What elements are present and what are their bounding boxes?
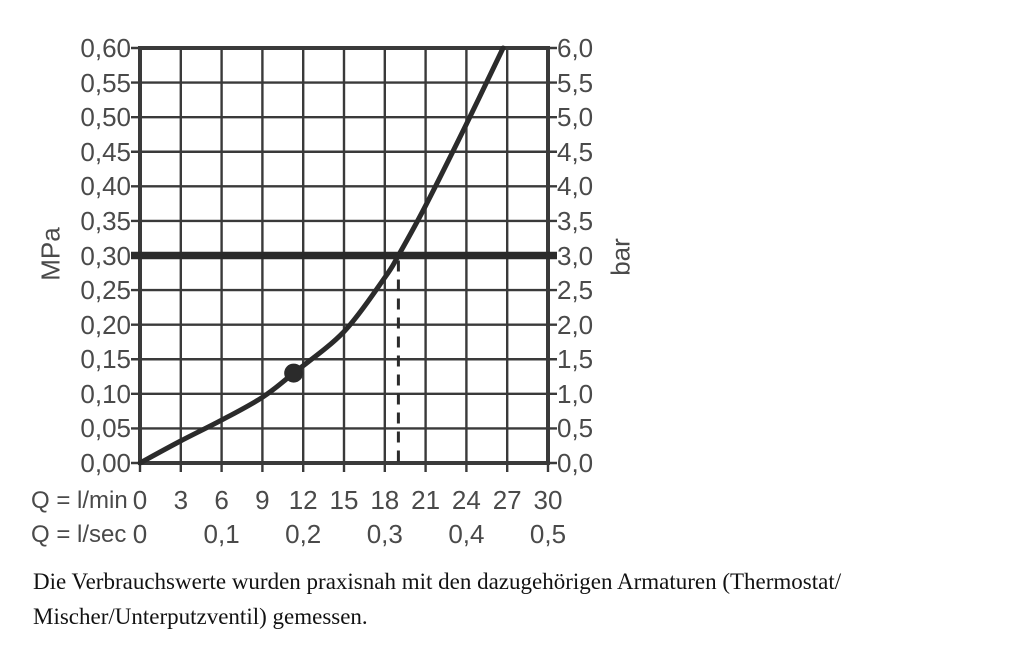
right-axis-unit-label: bar	[605, 238, 636, 276]
x-tick-label-lmin: 15	[329, 485, 359, 515]
x-tick-label-lmin: 0	[132, 485, 148, 515]
x-tick-label-lmin: 18	[370, 485, 400, 515]
y-tick-label-mpa: 0,35	[80, 205, 131, 236]
y-tick-label-bar: 6,0	[557, 33, 594, 63]
y-tick-label-mpa: 0,55	[80, 67, 131, 98]
y-tick-label-bar: 4,0	[557, 171, 594, 202]
y-tick-label-mpa: 0,40	[80, 171, 131, 202]
y-tick-label-bar: 2,5	[557, 275, 594, 306]
x-tick-label-lmin: 30	[533, 485, 563, 515]
operating-point-marker	[284, 363, 304, 383]
y-tick-label-bar: 4,5	[557, 136, 594, 167]
x-tick-label-lsec: 0,3	[366, 519, 403, 549]
x-tick-label-lmin: 3	[173, 485, 189, 515]
x-tick-label-lmin: 9	[255, 485, 270, 515]
x-tick-label-lsec: 0,1	[203, 519, 240, 549]
x-tick-label-lmin: 24	[451, 485, 481, 515]
x-tick-label-lmin: 27	[492, 485, 522, 515]
x-tick-label-lmin: 6	[214, 485, 229, 515]
y-tick-label-mpa: 0,30	[80, 240, 131, 271]
left-axis-unit-label: MPa	[35, 227, 66, 281]
y-tick-label-bar: 3,0	[557, 240, 594, 271]
y-tick-label-mpa: 0,45	[80, 136, 131, 167]
y-tick-label-mpa: 0,20	[80, 309, 131, 340]
y-tick-label-bar: 2,0	[557, 309, 594, 340]
x-tick-label-lmin: 21	[411, 485, 441, 515]
caption-line-1: Die Verbrauchswerte wurden praxisnah mit…	[33, 569, 842, 594]
y-tick-label-mpa: 0,50	[80, 102, 131, 133]
caption: Die Verbrauchswerte wurden praxisnah mit…	[33, 564, 993, 634]
y-tick-label-bar: 0,5	[557, 413, 594, 444]
x-tick-label-lsec: 0	[132, 519, 148, 549]
caption-line-2: Mischer/Unterputzventil) gemessen.	[33, 604, 368, 629]
y-tick-label-bar: 0,0	[557, 448, 594, 478]
y-tick-label-mpa: 0,25	[80, 275, 131, 306]
x-tick-label-lmin: 12	[288, 485, 318, 515]
x-tick-label-lsec: 0,5	[529, 519, 567, 549]
pressure-curve	[137, 45, 506, 466]
y-tick-label-mpa: 0,15	[80, 344, 131, 375]
y-tick-label-bar: 3,5	[557, 205, 594, 236]
x-tick-label-lsec: 0,4	[448, 519, 485, 549]
x-axis-primary-label: Q = l/min	[31, 487, 128, 514]
y-tick-label-mpa: 0,60	[80, 33, 131, 63]
y-tick-label-bar: 5,5	[557, 67, 594, 98]
y-tick-label-bar: 1,5	[557, 344, 594, 375]
y-tick-label-mpa: 0,10	[80, 378, 131, 409]
y-tick-label-mpa: 0,05	[80, 413, 131, 444]
x-tick-label-lsec: 0,2	[285, 519, 322, 549]
x-axis-secondary-label: Q = l/sec	[31, 521, 127, 548]
y-tick-label-bar: 1,0	[557, 378, 594, 409]
y-tick-label-bar: 5,0	[557, 102, 594, 133]
y-tick-label-mpa: 0,00	[80, 448, 131, 478]
